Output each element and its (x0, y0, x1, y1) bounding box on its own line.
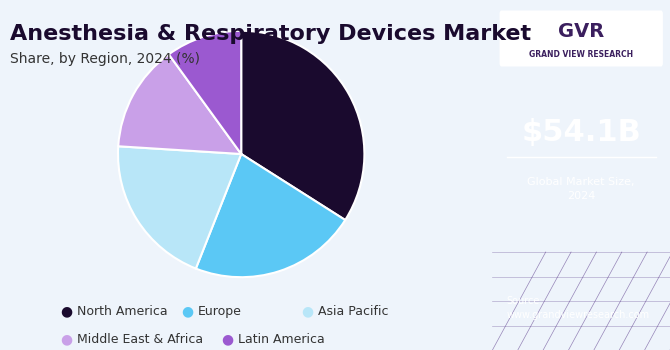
Text: GVR: GVR (558, 22, 604, 41)
Wedge shape (241, 31, 364, 220)
Text: Global Market Size,
2024: Global Market Size, 2024 (527, 177, 635, 201)
Wedge shape (196, 154, 345, 277)
Text: ●: ● (60, 304, 72, 318)
Wedge shape (118, 54, 241, 154)
Wedge shape (169, 31, 241, 154)
Text: Middle East & Africa: Middle East & Africa (77, 333, 203, 346)
FancyBboxPatch shape (500, 10, 663, 66)
Text: $54.1B: $54.1B (521, 119, 641, 147)
Text: GRAND VIEW RESEARCH: GRAND VIEW RESEARCH (529, 50, 633, 59)
Text: ●: ● (221, 332, 233, 346)
Text: Anesthesia & Respiratory Devices Market: Anesthesia & Respiratory Devices Market (10, 25, 531, 44)
Text: ●: ● (302, 304, 314, 318)
Text: North America: North America (77, 305, 168, 318)
Text: Source:
www.grandviewresearch.com: Source: www.grandviewresearch.com (507, 296, 650, 320)
Text: Asia Pacific: Asia Pacific (318, 305, 389, 318)
Text: ●: ● (60, 332, 72, 346)
Text: Share, by Region, 2024 (%): Share, by Region, 2024 (%) (10, 52, 200, 66)
Text: Latin America: Latin America (238, 333, 324, 346)
Text: ●: ● (181, 304, 193, 318)
Wedge shape (118, 146, 241, 268)
Text: Europe: Europe (198, 305, 241, 318)
